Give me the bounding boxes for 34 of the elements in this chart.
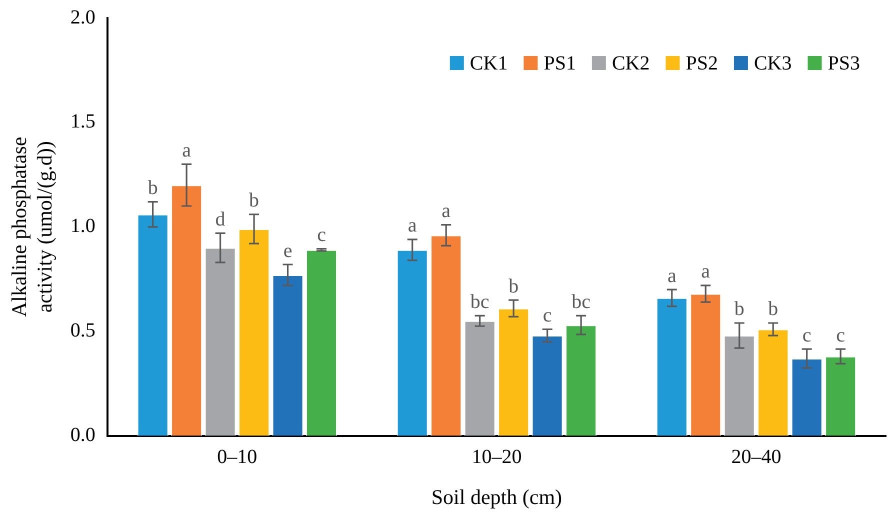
data-label: b (249, 190, 260, 212)
data-label: c (542, 304, 552, 327)
data-label: a (701, 260, 710, 283)
legend-label: CK3 (754, 52, 792, 74)
data-label: bc (470, 290, 490, 313)
data-label: a (667, 264, 676, 287)
y-tick-label: 1.0 (70, 215, 96, 238)
data-label: a (442, 200, 451, 222)
x-tick-label: 20–40 (731, 446, 782, 468)
data-label: c (802, 324, 812, 346)
data-label: e (283, 240, 292, 262)
y-tick-label: 0.0 (70, 424, 96, 446)
legend-label: CK2 (612, 52, 650, 74)
y-tick-label: 2.0 (70, 6, 96, 28)
legend-label: PS1 (544, 52, 576, 74)
data-label: c (836, 324, 846, 346)
y-tick-label: 1.5 (70, 110, 96, 133)
legend-label: CK1 (470, 52, 508, 74)
data-label: c (317, 224, 326, 246)
data-label: b (768, 298, 778, 320)
data-label: b (508, 275, 519, 298)
data-label: d (215, 208, 226, 230)
x-axis-title: Soil depth (cm) (431, 484, 562, 509)
data-label: a (182, 139, 192, 162)
data-label: b (734, 298, 744, 320)
legend-label: PS2 (686, 52, 718, 74)
data-label: b (148, 177, 158, 200)
data-label: bc (572, 290, 591, 313)
x-tick-label: 10–20 (472, 446, 522, 468)
data-label: a (408, 214, 417, 237)
x-tick-label: 0–10 (217, 446, 258, 468)
y-axis-title: Alkaline phosphatase activity (umol/(g.d)) (7, 136, 56, 317)
legend-label: PS3 (828, 52, 860, 74)
y-tick-label: 0.5 (70, 320, 96, 342)
